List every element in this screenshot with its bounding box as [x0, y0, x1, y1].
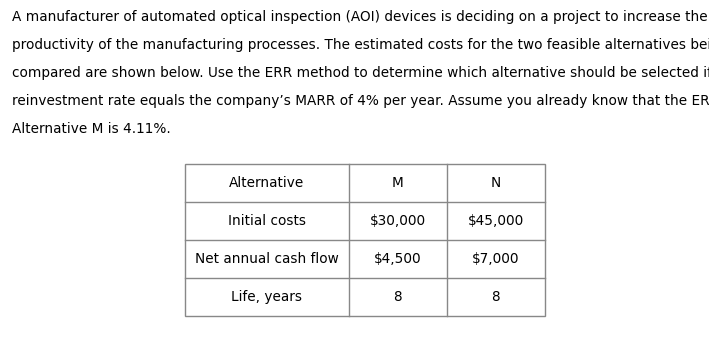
Text: reinvestment rate equals the company’s MARR of 4% per year. Assume you already k: reinvestment rate equals the company’s M… [12, 94, 709, 108]
Text: M: M [392, 176, 403, 190]
Text: Initial costs: Initial costs [228, 214, 306, 228]
Text: $45,000: $45,000 [468, 214, 524, 228]
Text: $7,000: $7,000 [472, 252, 520, 266]
Text: $4,500: $4,500 [374, 252, 422, 266]
Text: A manufacturer of automated optical inspection (AOI) devices is deciding on a pr: A manufacturer of automated optical insp… [12, 10, 708, 24]
Text: 8: 8 [491, 290, 500, 304]
Text: productivity of the manufacturing processes. The estimated costs for the two fea: productivity of the manufacturing proces… [12, 38, 709, 52]
Text: N: N [491, 176, 501, 190]
Text: Life, years: Life, years [231, 290, 303, 304]
Text: Net annual cash flow: Net annual cash flow [195, 252, 339, 266]
Text: compared are shown below. Use the ERR method to determine which alternative shou: compared are shown below. Use the ERR me… [12, 66, 709, 80]
Bar [185, 164, 545, 316]
Text: 8: 8 [393, 290, 402, 304]
Text: $30,000: $30,000 [369, 214, 426, 228]
Text: Alternative: Alternative [229, 176, 305, 190]
Text: Alternative M is 4.11%.: Alternative M is 4.11%. [12, 122, 171, 136]
